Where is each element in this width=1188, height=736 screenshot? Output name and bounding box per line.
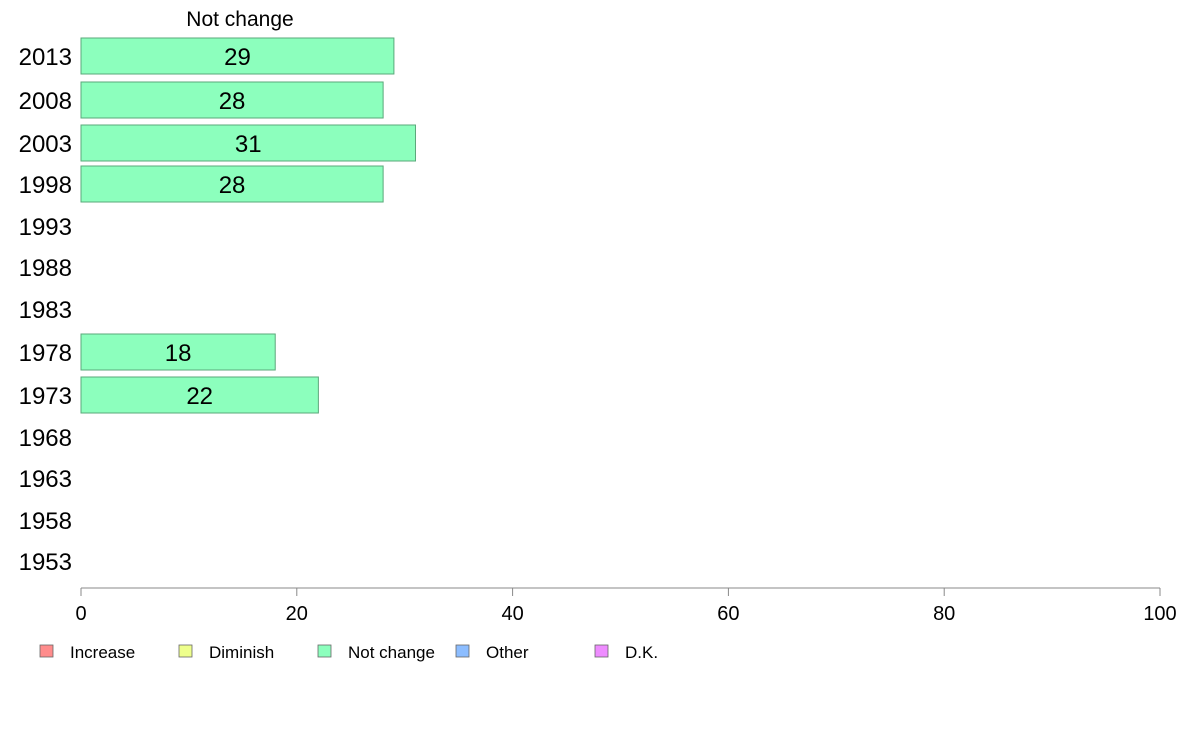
category-label-1988: 1988 — [19, 255, 72, 282]
legend-label-not-change: Not change — [348, 643, 435, 662]
category-label-1993: 1993 — [19, 214, 72, 241]
x-tick-label-20: 20 — [286, 603, 308, 625]
category-label-1973: 1973 — [19, 383, 72, 410]
category-label-1998: 1998 — [19, 172, 72, 199]
data-label-2008: 28 — [219, 88, 246, 115]
legend-swatch-other — [455, 644, 470, 658]
data-label-2003: 31 — [235, 131, 262, 158]
bar-2013 — [80, 37, 395, 75]
bar-2008 — [80, 81, 384, 119]
series-title: Not change — [186, 8, 293, 31]
x-tick-label-60: 60 — [717, 603, 739, 625]
category-label-2008: 2008 — [19, 88, 72, 115]
x-axis: 0 20 40 60 80 100 — [75, 587, 1177, 625]
x-tick-label-80: 80 — [933, 603, 955, 625]
legend: Increase Diminish Not change Other D.K. — [39, 643, 658, 662]
data-label-1973: 22 — [186, 383, 213, 410]
category-label-1978: 1978 — [19, 340, 72, 367]
x-tick-label-0: 0 — [75, 603, 86, 625]
bar-1978 — [80, 333, 276, 371]
category-label-2013: 2013 — [19, 44, 72, 71]
bars-group: 29 28 31 28 18 22 — [80, 37, 416, 414]
category-label-1983: 1983 — [19, 297, 72, 324]
x-tick-label-100: 100 — [1143, 603, 1176, 625]
legend-label-increase: Increase — [70, 643, 135, 662]
legend-label-d-k: D.K. — [625, 643, 658, 662]
legend-swatch-increase — [39, 644, 54, 658]
category-label-1958: 1958 — [19, 508, 72, 535]
bar-2003 — [80, 124, 416, 162]
bar-1973 — [80, 376, 319, 414]
category-label-2003: 2003 — [19, 131, 72, 158]
bar-1998 — [80, 165, 384, 203]
data-label-2013: 29 — [224, 44, 251, 71]
x-tick-label-40: 40 — [501, 603, 523, 625]
legend-swatch-diminish — [178, 644, 193, 658]
data-label-1978: 18 — [165, 340, 192, 367]
category-label-1963: 1963 — [19, 466, 72, 493]
legend-label-other: Other — [486, 643, 529, 662]
category-label-1968: 1968 — [19, 425, 72, 452]
legend-swatch-d-k — [594, 644, 609, 658]
data-label-1998: 28 — [219, 172, 246, 199]
category-label-1953: 1953 — [19, 549, 72, 576]
legend-swatch-not-change — [317, 644, 332, 658]
legend-label-diminish: Diminish — [209, 643, 274, 662]
year-labels-group: 2013 2008 2003 1998 1993 1988 1983 1978 1973 1968… — [19, 44, 72, 576]
